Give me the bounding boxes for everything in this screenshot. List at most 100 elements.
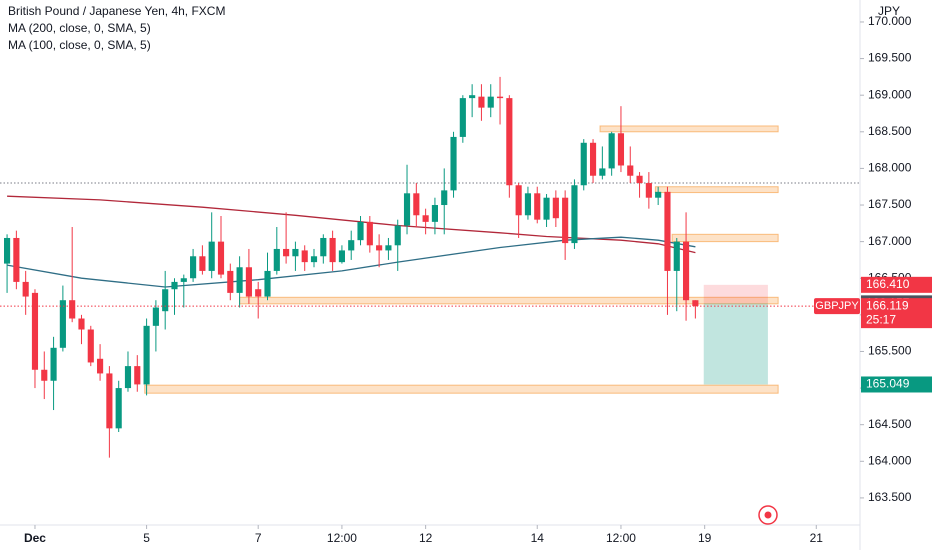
candle-body	[283, 248, 290, 257]
y-tick-label: 168.500	[868, 124, 912, 138]
candle-body	[199, 256, 206, 271]
candle-body	[496, 96, 504, 99]
candle-body	[190, 256, 197, 279]
axis-top-cover	[861, 0, 932, 22]
candle-body	[403, 193, 411, 226]
candle-body	[78, 318, 85, 330]
stop-price-label: 166.410	[866, 277, 910, 291]
y-tick-label: 170.000	[868, 14, 912, 28]
symbol-tag	[814, 298, 860, 315]
icon-dot[interactable]	[764, 511, 772, 519]
candle-body	[13, 237, 20, 282]
candle-body	[50, 347, 57, 381]
candle-body	[338, 250, 345, 263]
candle-body	[292, 248, 299, 257]
candle-body	[534, 193, 541, 220]
candle-body	[478, 96, 485, 108]
y-tick-label: 163.500	[868, 490, 912, 504]
target-icon[interactable]	[758, 505, 778, 525]
plot-area	[0, 76, 860, 458]
chart-title: British Pound / Japanese Yen, 4h, FXCM	[8, 4, 225, 18]
candle-body	[320, 237, 327, 257]
x-tick-label: 14	[531, 531, 545, 545]
position-target	[703, 303, 768, 385]
candle-body	[441, 190, 448, 206]
indicator-label: MA (100, close, 0, SMA, 5)	[8, 38, 151, 52]
candle-body	[152, 307, 159, 326]
x-tick-label: 12:00	[327, 531, 357, 545]
candle-body	[627, 165, 634, 176]
candle-body	[134, 366, 141, 385]
candle-body	[273, 248, 280, 271]
last-price-label: 166.119	[866, 298, 909, 312]
candle-body	[69, 300, 76, 319]
candle-body	[422, 215, 429, 222]
y-tick-label: 168.000	[868, 161, 912, 175]
x-tick-label: 12	[419, 531, 433, 545]
candle-body	[580, 142, 587, 186]
candle-body	[543, 197, 550, 220]
candle-body	[506, 98, 513, 186]
candle-body	[329, 237, 336, 263]
y-tick-label: 164.000	[868, 453, 912, 467]
x-tick-label: 19	[698, 531, 712, 545]
candle-body	[87, 329, 94, 363]
candle-body	[459, 98, 466, 137]
candle-body	[617, 133, 625, 166]
candle-body	[366, 221, 373, 246]
candle-body	[552, 197, 559, 219]
x-tick-label: 5	[143, 531, 150, 545]
last-price-tag	[861, 298, 932, 329]
candle-body	[692, 300, 699, 307]
candle-body	[180, 278, 187, 282]
candle-body	[106, 373, 113, 429]
candle-body	[41, 369, 48, 381]
candle-body	[645, 183, 652, 198]
y-tick-label: 167.500	[868, 197, 912, 211]
candle-body	[301, 250, 308, 263]
candle-body	[599, 168, 606, 176]
candle-body	[208, 241, 215, 271]
symbol-label: GBPJPY	[815, 300, 859, 312]
candle-body	[245, 267, 252, 297]
y-tick-label: 169.500	[868, 51, 912, 65]
candle-body	[143, 325, 150, 385]
candle-body	[97, 358, 104, 374]
x-tick-label: 12:00	[606, 531, 636, 545]
y-tick-label: 165.500	[868, 344, 912, 358]
candle-body	[348, 240, 355, 251]
candle-body	[22, 281, 29, 297]
moving-average	[7, 195, 696, 254]
candle-body	[236, 267, 243, 293]
candle-body	[664, 191, 671, 271]
target-price-label: 165.049	[866, 377, 910, 391]
candle-body	[673, 241, 680, 271]
position-stop	[703, 284, 768, 304]
candle-body	[376, 245, 383, 251]
zone	[599, 125, 779, 133]
candle-body	[310, 256, 318, 263]
candle-body	[217, 241, 225, 275]
candle-body	[59, 300, 66, 348]
candle-body	[562, 197, 569, 244]
candle-body	[171, 281, 178, 290]
candle-body	[394, 225, 401, 246]
candle-body	[608, 133, 615, 169]
target-price-tag	[861, 376, 932, 393]
candle-body	[487, 96, 494, 108]
candle-body	[124, 366, 132, 389]
y-tick-label: 167.000	[868, 234, 912, 248]
zone	[144, 384, 779, 394]
countdown-label: 25:17	[866, 312, 896, 326]
y-tick-label: 169.000	[868, 87, 912, 101]
candle-body	[227, 270, 234, 293]
candle-body	[682, 241, 690, 301]
candle-body	[636, 175, 643, 184]
candle-body	[431, 205, 438, 222]
indicator-label: MA (200, close, 0, SMA, 5)	[8, 21, 151, 35]
candle-body	[31, 292, 39, 370]
candle-body	[655, 191, 662, 198]
candle-body	[413, 193, 420, 216]
